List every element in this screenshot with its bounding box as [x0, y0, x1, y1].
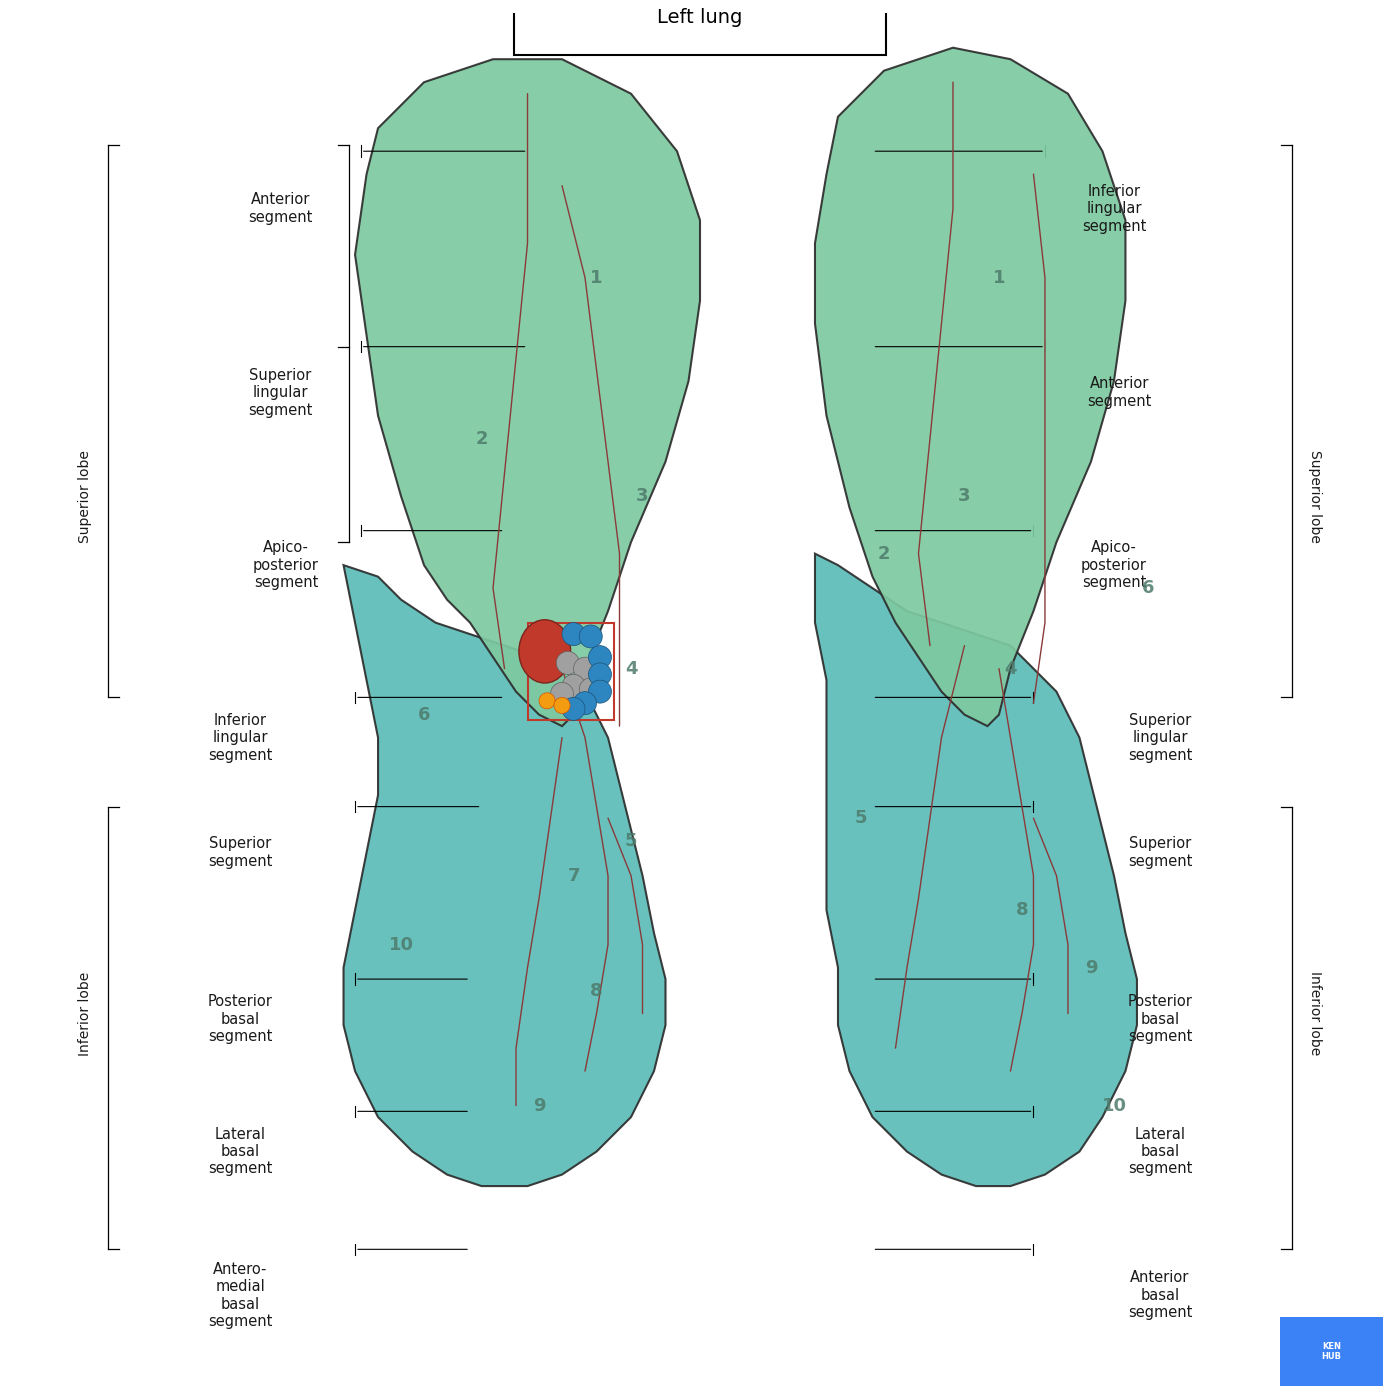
- Text: Superior
lingular
segment: Superior lingular segment: [1128, 713, 1193, 763]
- Text: 8: 8: [591, 981, 603, 1000]
- Circle shape: [574, 657, 596, 680]
- Text: 2: 2: [475, 430, 487, 448]
- Text: Apico-
posterior
segment: Apico- posterior segment: [253, 540, 319, 589]
- Text: Anterior
segment: Anterior segment: [1088, 377, 1152, 409]
- Text: Superior
segment: Superior segment: [207, 836, 272, 869]
- Text: 3: 3: [958, 487, 970, 505]
- Circle shape: [580, 624, 602, 648]
- Circle shape: [561, 623, 585, 645]
- Circle shape: [554, 697, 570, 714]
- Text: 3: 3: [636, 487, 648, 505]
- Circle shape: [588, 662, 612, 686]
- Text: Superior
lingular
segment: Superior lingular segment: [248, 368, 312, 417]
- FancyBboxPatch shape: [1280, 1317, 1383, 1386]
- Circle shape: [539, 693, 556, 708]
- Text: KEN
HUB: KEN HUB: [1322, 1343, 1341, 1361]
- Text: Superior
segment: Superior segment: [1128, 836, 1193, 869]
- Text: 9: 9: [1085, 959, 1098, 977]
- Text: 8: 8: [1015, 902, 1028, 920]
- Ellipse shape: [519, 620, 571, 683]
- Circle shape: [550, 682, 574, 706]
- Text: 7: 7: [567, 867, 580, 885]
- Circle shape: [580, 678, 602, 701]
- Polygon shape: [343, 566, 665, 1186]
- Text: 5: 5: [855, 809, 867, 827]
- Text: 10: 10: [1102, 1096, 1127, 1114]
- Circle shape: [556, 651, 580, 675]
- Text: Inferior
lingular
segment: Inferior lingular segment: [1082, 183, 1147, 234]
- Text: Superior lobe: Superior lobe: [1308, 449, 1322, 543]
- Text: Antero-
medial
basal
segment: Antero- medial basal segment: [207, 1261, 272, 1329]
- Circle shape: [574, 692, 596, 714]
- Text: 1: 1: [993, 269, 1005, 287]
- Circle shape: [588, 680, 612, 703]
- Polygon shape: [356, 59, 700, 727]
- Text: Left lung: Left lung: [658, 8, 742, 27]
- Text: 4: 4: [1004, 659, 1016, 678]
- Text: Lateral
basal
segment: Lateral basal segment: [207, 1127, 272, 1176]
- Text: Posterior
basal
segment: Posterior basal segment: [1127, 994, 1193, 1044]
- Text: Anterior
segment: Anterior segment: [248, 192, 312, 225]
- FancyBboxPatch shape: [514, 0, 886, 55]
- Text: 9: 9: [533, 1096, 545, 1114]
- Text: 1: 1: [591, 269, 603, 287]
- Polygon shape: [815, 48, 1126, 727]
- Text: 6: 6: [1142, 580, 1155, 598]
- Text: 5: 5: [624, 832, 637, 850]
- Text: 4: 4: [624, 659, 637, 678]
- Text: Anterior
basal
segment: Anterior basal segment: [1128, 1270, 1193, 1320]
- Text: Superior lobe: Superior lobe: [78, 449, 92, 543]
- Text: Lateral
basal
segment: Lateral basal segment: [1128, 1127, 1193, 1176]
- Text: Inferior lobe: Inferior lobe: [1308, 972, 1322, 1056]
- Text: Apico-
posterior
segment: Apico- posterior segment: [1081, 540, 1147, 589]
- Circle shape: [561, 675, 585, 697]
- Circle shape: [561, 697, 585, 721]
- Text: 10: 10: [389, 935, 413, 953]
- Text: 6: 6: [417, 706, 430, 724]
- Text: Inferior
lingular
segment: Inferior lingular segment: [207, 713, 272, 763]
- Circle shape: [588, 645, 612, 669]
- Text: Inferior lobe: Inferior lobe: [78, 972, 92, 1056]
- Polygon shape: [815, 553, 1137, 1186]
- Text: Posterior
basal
segment: Posterior basal segment: [207, 994, 273, 1044]
- Text: 2: 2: [878, 545, 890, 563]
